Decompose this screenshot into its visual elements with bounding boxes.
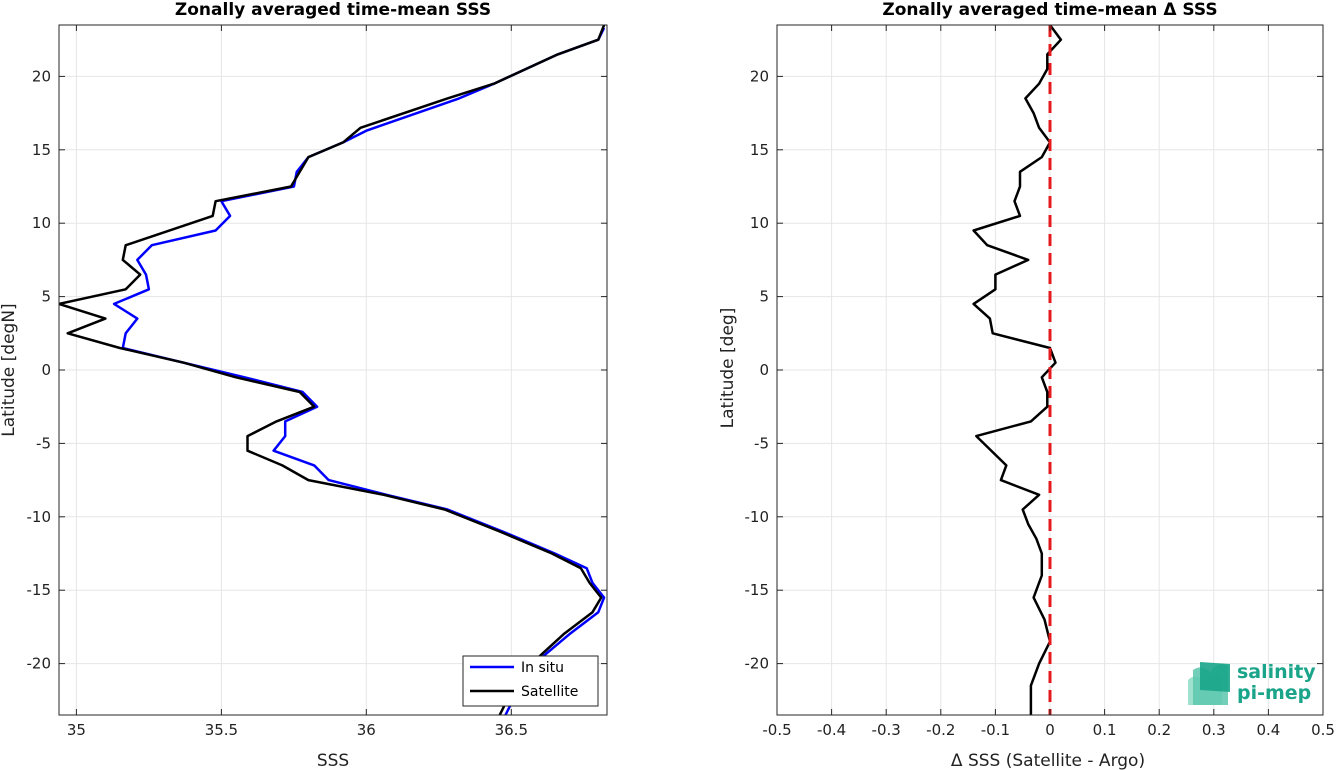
right-ytick-label: -10 <box>745 508 770 526</box>
left-ticks: 35 35.5 36 36.5 -20 -15 -10 -5 0 5 10 15 20 <box>27 25 607 739</box>
left-x-axis-label: SSS <box>317 751 349 770</box>
right-xtick-label: 0.1 <box>1093 721 1117 739</box>
right-x-axis-label: Δ SSS (Satellite - Argo) <box>951 751 1145 770</box>
legend-box <box>462 655 599 707</box>
right-xtick-label: 0.4 <box>1256 721 1280 739</box>
salinity-pi-mep-logo: salinity pi-mep <box>1188 661 1316 705</box>
left-chart-title: Zonally averaged time-mean SSS <box>175 0 491 20</box>
right-xtick-label: -0.5 <box>762 721 791 739</box>
left-panel-sss: 35 35.5 36 36.5 -20 -15 -10 -5 0 5 10 15 20 Zonally … <box>0 0 608 770</box>
right-ytick-label: -15 <box>745 581 770 599</box>
right-xtick-label: -0.4 <box>817 721 846 739</box>
right-series-group <box>972 25 1063 715</box>
left-xtick-label: 36.5 <box>495 721 528 739</box>
logo-text-salinity: salinity <box>1237 661 1316 683</box>
left-ytick-label: -10 <box>27 508 52 526</box>
left-ytick-label: 0 <box>41 361 51 379</box>
left-ytick-label: 15 <box>32 141 51 159</box>
legend-label-in-situ: In situ <box>521 660 564 676</box>
left-series-group <box>59 25 606 715</box>
left-xtick-label: 35.5 <box>205 721 238 739</box>
right-xtick-label: 0.2 <box>1147 721 1171 739</box>
right-xtick-label: 0 <box>1045 721 1055 739</box>
logo-text-pi-mep: pi-mep <box>1237 682 1311 704</box>
right-panel-delta-sss: -0.5 -0.4 -0.3 -0.2 -0.1 0 0.1 0.2 0.3 0.4 0.5 -20 -… <box>718 0 1335 770</box>
left-y-axis-label: Latitude [degN] <box>0 303 19 436</box>
left-ytick-label: -20 <box>27 655 52 673</box>
left-series-line-satellite <box>59 25 606 715</box>
left-xtick-label: 35 <box>67 721 86 739</box>
left-ytick-label: -5 <box>36 434 51 452</box>
left-ytick-label: 10 <box>32 214 51 232</box>
legend-label-satellite: Satellite <box>521 684 578 700</box>
right-xtick-label: 0.3 <box>1202 721 1226 739</box>
left-xtick-label: 36 <box>357 721 376 739</box>
right-ytick-label: 15 <box>750 141 769 159</box>
right-ytick-label: -20 <box>745 655 770 673</box>
right-xtick-label: 0.5 <box>1311 721 1335 739</box>
right-xtick-label: -0.3 <box>872 721 901 739</box>
right-xtick-label: -0.2 <box>926 721 955 739</box>
right-chart-title: Zonally averaged time-mean Δ SSS <box>882 0 1217 20</box>
left-ytick-label: 20 <box>32 67 51 85</box>
right-ytick-label: -5 <box>754 434 769 452</box>
legend: In situ Satellite <box>462 655 599 707</box>
left-ytick-label: -15 <box>27 581 52 599</box>
right-y-axis-label: Latitude [deg] <box>718 308 738 429</box>
wave-logo-icon <box>1188 662 1230 705</box>
right-ytick-label: 0 <box>759 361 769 379</box>
right-ytick-label: 20 <box>750 67 769 85</box>
right-ytick-label: 10 <box>750 214 769 232</box>
right-xtick-label: -0.1 <box>981 721 1010 739</box>
left-grid <box>59 25 607 715</box>
right-ticks: -0.5 -0.4 -0.3 -0.2 -0.1 0 0.1 0.2 0.3 0.4 0.5 -20 -… <box>745 25 1335 739</box>
right-series-line-delta-sss-0 <box>972 25 1063 715</box>
right-ytick-label: 5 <box>759 288 769 306</box>
left-ytick-label: 5 <box>41 288 51 306</box>
